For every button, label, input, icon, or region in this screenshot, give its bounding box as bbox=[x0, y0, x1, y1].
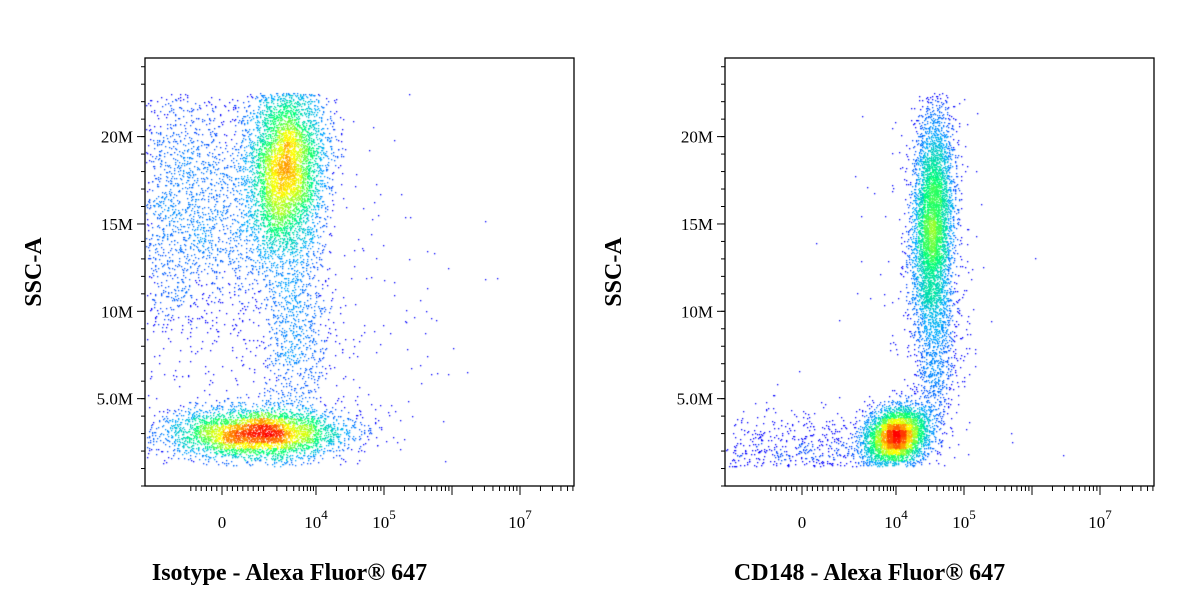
x-axis-title: CD148 - Alexa Fluor® 647 bbox=[734, 560, 1005, 586]
x-tick-label: 104 bbox=[884, 507, 908, 532]
x-tick-exponent: 5 bbox=[969, 507, 976, 522]
x-tick-label: 104 bbox=[304, 507, 328, 532]
y-tick-label: 15M bbox=[101, 215, 133, 234]
x-tick-label: 105 bbox=[952, 507, 976, 532]
y-tick-label: 20M bbox=[101, 128, 133, 147]
y-axis-title: SSC-A bbox=[601, 237, 627, 307]
x-tick-base: 10 bbox=[508, 513, 525, 532]
x-tick-label: 107 bbox=[508, 507, 532, 532]
x-tick-base: 10 bbox=[304, 513, 321, 532]
x-tick-exponent: 5 bbox=[389, 507, 396, 522]
x-tick-exponent: 4 bbox=[901, 507, 908, 522]
x-tick-base: 0 bbox=[218, 513, 227, 532]
x-tick-base: 10 bbox=[952, 513, 969, 532]
x-tick-base: 10 bbox=[1088, 513, 1105, 532]
density-dots bbox=[145, 58, 574, 486]
x-axis-title: Isotype - Alexa Fluor® 647 bbox=[152, 560, 427, 586]
x-tick-base: 10 bbox=[372, 513, 389, 532]
y-tick-label: 5.0M bbox=[677, 390, 713, 409]
y-tick-label: 10M bbox=[101, 302, 133, 321]
density-dots-canvas bbox=[725, 58, 1154, 486]
x-tick-base: 0 bbox=[798, 513, 807, 532]
x-tick-base: 10 bbox=[884, 513, 901, 532]
x-tick-label: 0 bbox=[798, 513, 807, 532]
x-tick-label: 0 bbox=[218, 513, 227, 532]
x-tick-label: 107 bbox=[1088, 507, 1112, 532]
y-tick-label: 20M bbox=[681, 128, 713, 147]
x-tick-exponent: 4 bbox=[321, 507, 328, 522]
plot-frame bbox=[144, 57, 575, 487]
x-tick-exponent: 7 bbox=[1105, 507, 1112, 522]
density-dots-canvas bbox=[145, 58, 574, 486]
y-tick-label: 15M bbox=[681, 215, 713, 234]
x-tick-label: 105 bbox=[372, 507, 396, 532]
density-dots bbox=[725, 58, 1154, 486]
y-axis-title: SSC-A bbox=[21, 237, 47, 307]
y-tick-label: 10M bbox=[681, 302, 713, 321]
plot-frame bbox=[724, 57, 1155, 487]
x-tick-exponent: 7 bbox=[525, 507, 532, 522]
y-tick-label: 5.0M bbox=[97, 390, 133, 409]
